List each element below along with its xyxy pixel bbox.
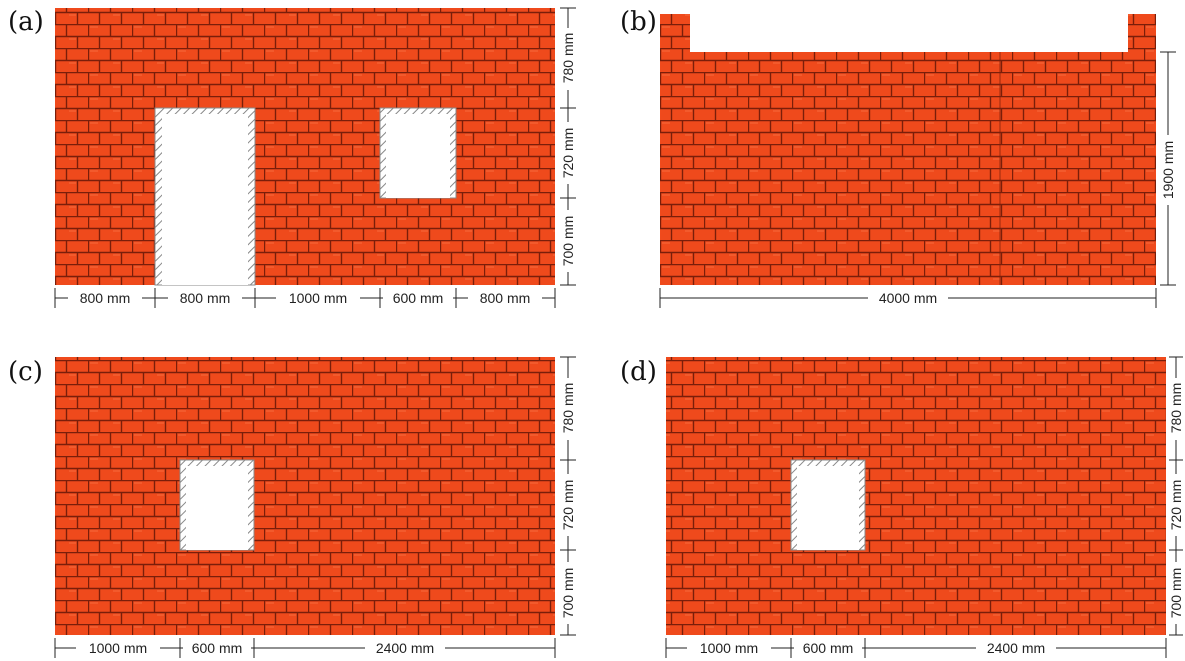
panel-label-b: (b) bbox=[620, 7, 657, 37]
dim-c-bottom-2: 600 mm bbox=[192, 640, 243, 656]
dim-d-side-1: 780 mm bbox=[1168, 383, 1184, 434]
dim-d-side-2: 720 mm bbox=[1168, 480, 1184, 531]
dim-c-side-3: 700 mm bbox=[560, 568, 576, 619]
door-opening-a bbox=[154, 107, 256, 286]
side-dimension-b: 1900 mm bbox=[1160, 51, 1176, 286]
panel-label-d: (d) bbox=[620, 357, 657, 387]
bottom-dimension-a: 800 mm 800 mm 1000 mm 600 mm 800 mm bbox=[54, 288, 556, 308]
dim-b-bottom-1: 4000 mm bbox=[879, 290, 937, 306]
dim-d-side-3: 700 mm bbox=[1168, 568, 1184, 619]
panel-label-a: (a) bbox=[8, 7, 44, 37]
bottom-dimension-d: 1000 mm 600 mm 2400 mm bbox=[665, 638, 1167, 658]
dim-a-side-3: 700 mm bbox=[560, 216, 576, 267]
dim-c-bottom-3: 2400 mm bbox=[376, 640, 434, 656]
dim-a-side-2: 720 mm bbox=[560, 128, 576, 179]
panel-c: (c) 1000 mm 600 mm 2400 mm bbox=[8, 356, 576, 658]
dim-a-bottom-5: 800 mm bbox=[480, 290, 531, 306]
dim-d-bottom-1: 1000 mm bbox=[700, 640, 758, 656]
panel-label-c: (c) bbox=[8, 357, 43, 387]
brick-wall-a bbox=[55, 8, 555, 285]
side-dimension-a: 780 mm 720 mm 700 mm bbox=[560, 7, 576, 286]
brick-wall-d bbox=[666, 357, 1166, 635]
dim-a-bottom-4: 600 mm bbox=[393, 290, 444, 306]
side-dimension-d: 780 mm 720 mm 700 mm bbox=[1168, 356, 1184, 636]
dim-d-bottom-3: 2400 mm bbox=[987, 640, 1045, 656]
dim-a-bottom-1: 800 mm bbox=[80, 290, 131, 306]
bottom-dimension-b: 4000 mm bbox=[659, 288, 1157, 308]
dim-a-bottom-2: 800 mm bbox=[180, 290, 231, 306]
panel-a: (a) 800 mm 800 mm 1000 mm bbox=[8, 7, 576, 308]
brick-wall-c bbox=[55, 357, 555, 635]
dim-a-side-1: 780 mm bbox=[560, 33, 576, 84]
panel-b: (b) 4000 mm 1900 mm bbox=[620, 7, 1176, 308]
window-opening-c bbox=[179, 459, 255, 551]
window-opening-d bbox=[790, 459, 866, 551]
dim-a-bottom-3: 1000 mm bbox=[289, 290, 347, 306]
dim-c-bottom-1: 1000 mm bbox=[89, 640, 147, 656]
dim-d-bottom-2: 600 mm bbox=[803, 640, 854, 656]
side-dimension-c: 780 mm 720 mm 700 mm bbox=[560, 356, 576, 636]
panel-d: (d) 1000 mm 600 mm 2400 mm bbox=[620, 356, 1184, 658]
brick-wall-b bbox=[660, 14, 1156, 285]
bottom-dimension-c: 1000 mm 600 mm 2400 mm bbox=[54, 638, 556, 658]
dim-c-side-2: 720 mm bbox=[560, 480, 576, 531]
window-opening-a bbox=[379, 107, 457, 199]
dim-b-side-1: 1900 mm bbox=[1160, 141, 1176, 199]
dim-c-side-1: 780 mm bbox=[560, 383, 576, 434]
